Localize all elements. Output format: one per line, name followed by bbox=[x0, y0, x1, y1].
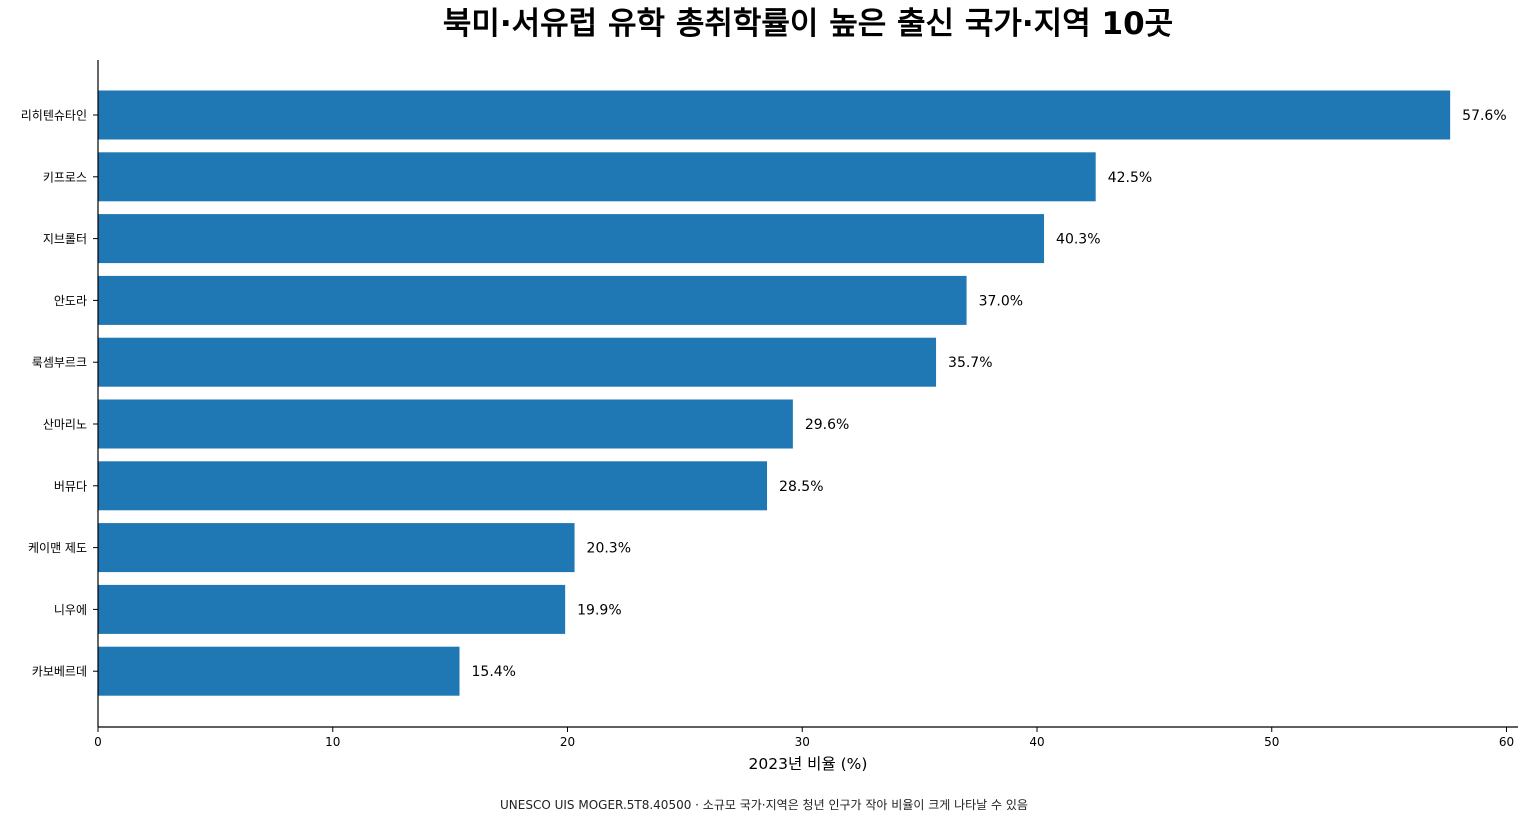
bar bbox=[98, 646, 460, 696]
x-tick-label: 20 bbox=[560, 735, 575, 749]
x-tick-label: 40 bbox=[1029, 735, 1044, 749]
x-axis-label: 2023년 비율 (%) bbox=[749, 755, 868, 773]
y-tick-label: 케이맨 제도 bbox=[28, 541, 87, 555]
bar bbox=[98, 275, 967, 325]
x-tick-label: 10 bbox=[325, 735, 340, 749]
y-tick-label: 버뮤다 bbox=[54, 479, 87, 493]
footnote: UNESCO UIS MOGER.5T8.40500 · 소규모 국가·지역은 … bbox=[500, 798, 1028, 812]
data-label: 20.3% bbox=[587, 541, 631, 557]
bar bbox=[98, 461, 768, 511]
y-tick-label: 리히텐슈타인 bbox=[21, 109, 87, 123]
data-label: 37.0% bbox=[979, 293, 1023, 309]
bar bbox=[98, 337, 937, 387]
y-tick-label: 니우에 bbox=[54, 603, 87, 617]
data-label: 40.3% bbox=[1056, 232, 1100, 248]
bar bbox=[98, 214, 1045, 264]
x-tick-label: 60 bbox=[1499, 735, 1514, 749]
x-tick-label: 30 bbox=[795, 735, 810, 749]
x-tick-label: 50 bbox=[1264, 735, 1279, 749]
bar bbox=[98, 584, 566, 634]
bar bbox=[98, 152, 1096, 202]
data-label: 29.6% bbox=[805, 417, 849, 433]
bar bbox=[98, 90, 1451, 140]
x-tick-label: 0 bbox=[94, 735, 102, 749]
data-label: 28.5% bbox=[779, 479, 823, 495]
bar bbox=[98, 399, 793, 449]
x-axis-ticks: 0 10 20 30 40 50 60 bbox=[94, 727, 1514, 749]
y-tick-label: 룩셈부르크 bbox=[32, 356, 87, 370]
data-label: 57.6% bbox=[1462, 108, 1506, 124]
data-label: 19.9% bbox=[577, 602, 621, 618]
data-label: 35.7% bbox=[948, 355, 992, 371]
data-label: 42.5% bbox=[1108, 170, 1152, 186]
chart-title: 북미·서유럽 유학 총취학률이 높은 출신 국가·지역 10곳 bbox=[443, 6, 1173, 42]
data-label: 15.4% bbox=[472, 664, 516, 680]
y-tick-label: 카보베르데 bbox=[32, 665, 87, 679]
plot-area: 57.6% 42.5% 40.3% 37.0% 35.7% 29.6% 28.5% 20.3%… bbox=[98, 90, 1507, 696]
bar bbox=[98, 523, 575, 573]
y-tick-label: 키프로스 bbox=[43, 170, 87, 184]
y-tick-label: 지브롤터 bbox=[43, 232, 87, 246]
y-tick-label: 산마리노 bbox=[43, 418, 87, 432]
y-tick-label: 안도라 bbox=[54, 294, 87, 308]
